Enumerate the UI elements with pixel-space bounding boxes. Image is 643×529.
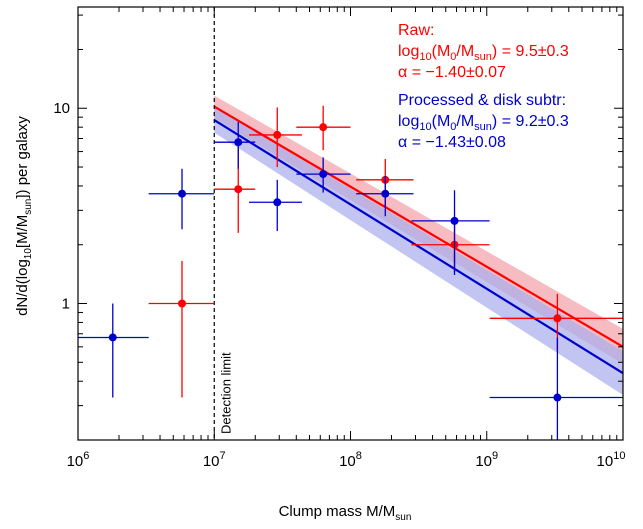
data-point [381, 189, 390, 198]
data-point-group [148, 168, 215, 230]
legend-processed-title: Processed & disk subtr: [398, 92, 566, 109]
data-point [234, 138, 243, 147]
fit-line [213, 119, 624, 375]
x-tick-label-base: 10 [67, 453, 84, 470]
x-tick-label-exponent: 6 [83, 450, 89, 462]
data-points [78, 105, 623, 440]
detection-limit-label: Detection limit [218, 352, 233, 434]
x-tick-label-base: 10 [203, 453, 220, 470]
data-point [319, 123, 328, 132]
legend-raw-alpha: α = −1.40±0.07 [398, 64, 506, 81]
x-axis-label: Clump mass M/Msun [279, 503, 412, 523]
x-tick-label-base: 10 [475, 453, 492, 470]
fit-lines [213, 105, 624, 375]
y-label-part: [M/M [14, 215, 31, 248]
y-tick-label: 1 [62, 296, 70, 313]
data-point-group [489, 337, 623, 440]
x-tick-label: 106 [67, 450, 90, 470]
y-label-sub: 10 [23, 248, 34, 260]
x-tick-label-exponent: 9 [492, 450, 498, 462]
x-tick-label: 1010 [597, 450, 626, 470]
data-point-group [489, 293, 623, 352]
data-point [319, 170, 328, 179]
legend-raw-m0: log10(M0/Msun) = 9.5±0.3 [398, 43, 569, 63]
axis-ticks [77, 7, 624, 441]
data-point-group [249, 179, 302, 232]
y-label-part: ]) per galaxy [14, 116, 31, 199]
data-point [553, 393, 562, 402]
data-point [273, 198, 282, 207]
x-tick-label: 109 [475, 450, 498, 470]
data-point [234, 185, 243, 194]
x-tick-label: 108 [339, 450, 362, 470]
fit-band [214, 107, 623, 396]
data-point [450, 216, 459, 225]
x-tick-label-base: 10 [339, 453, 356, 470]
data-point-group [411, 190, 490, 275]
data-point-group [78, 303, 149, 398]
y-axis-label: dN/d(log10[M/Msun]) per galaxy [14, 116, 34, 316]
legend: Raw: log10(M0/Msun) = 9.5±0.3 α = −1.40±… [398, 22, 569, 151]
x-tick-label-exponent: 8 [356, 450, 362, 462]
data-point-group [296, 157, 351, 193]
x-tick-label: 107 [203, 450, 226, 470]
data-point-group [148, 261, 215, 398]
x-tick-label-exponent: 7 [220, 450, 226, 462]
data-point-group [249, 107, 302, 168]
fit-line [213, 105, 624, 348]
data-point [273, 130, 282, 139]
data-point-group [356, 175, 414, 217]
data-point-group [296, 105, 351, 151]
x-axis-label-sub: sun [395, 512, 411, 523]
y-label-sub: sun [23, 199, 34, 215]
data-point [178, 189, 187, 198]
data-point [178, 299, 187, 308]
legend-processed-alpha: α = −1.43±0.08 [398, 134, 506, 151]
legend-processed-m0: log10(M0/Msun) = 9.2±0.3 [398, 113, 569, 133]
x-axis-label-main: Clump mass M/M [279, 503, 396, 520]
y-label-part: dN/d(log [14, 259, 31, 316]
fit-bands [214, 95, 623, 396]
x-tick-label-base: 10 [597, 453, 614, 470]
data-point [553, 314, 562, 323]
legend-raw-title: Raw: [398, 22, 434, 39]
data-point [108, 333, 117, 342]
y-tick-label: 10 [53, 100, 70, 117]
data-point-group [214, 122, 256, 169]
x-tick-label-exponent: 10 [613, 450, 625, 462]
